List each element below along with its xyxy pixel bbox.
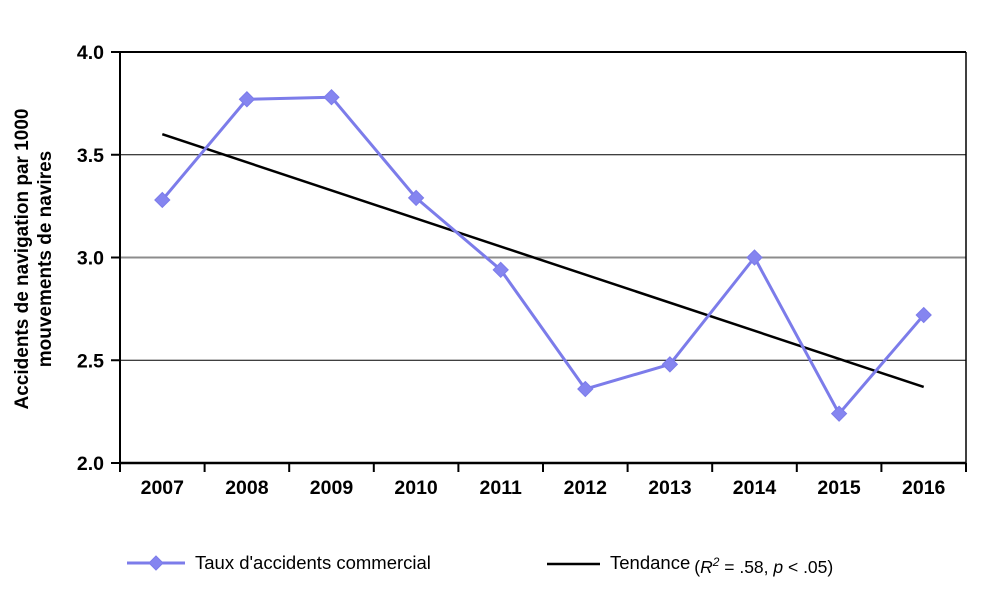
series-marker-diamond: [915, 306, 932, 324]
y-axis-title: Accidents de navigation par 1000 mouveme…: [11, 44, 57, 474]
legend-trend-label: Tendance: [610, 552, 691, 573]
series-marker-diamond: [577, 380, 594, 398]
y-tick-label: 2.5: [77, 350, 104, 372]
series-marker-diamond: [238, 91, 256, 108]
series-marker-diamond: [407, 189, 425, 207]
x-tick-label: 2014: [733, 477, 777, 499]
y-tick-label: 3.0: [77, 248, 104, 270]
series-marker-diamond: [746, 249, 763, 266]
y-tick-label: 2.0: [77, 453, 104, 475]
trend-line-sample-icon: [547, 562, 600, 566]
series-marker-diamond: [492, 261, 509, 279]
series-marker-diamond: [323, 89, 340, 106]
legend-series-label: Taux d'accidents commercial: [195, 552, 431, 573]
x-tick-label: 2015: [817, 477, 861, 499]
x-tick-label: 2013: [648, 477, 692, 499]
y-tick-label: 4.0: [77, 42, 104, 64]
x-tick-label: 2008: [225, 477, 269, 499]
x-tick-label: 2009: [310, 477, 354, 499]
x-tick-label: 2007: [141, 477, 184, 499]
x-tick-label: 2016: [902, 477, 946, 499]
legend-item-series: Taux d'accidents commercial: [127, 552, 431, 574]
y-axis-title-line2: mouvements de navires: [35, 150, 56, 368]
series-line: [160, 95, 926, 416]
series-marker-diamond: [830, 405, 848, 422]
legend-item-trend: Tendance (R2 = .58, p < .05): [547, 552, 833, 578]
trend-line: [161, 133, 925, 389]
y-axis-title-line1: Accidents de navigation par 1000: [12, 108, 33, 410]
y-tick-label: 3.5: [77, 145, 104, 167]
series-line-sample-icon: [127, 555, 185, 571]
x-tick-label: 2012: [564, 477, 608, 499]
series-marker-diamond: [154, 191, 171, 209]
x-tick-label: 2010: [394, 477, 438, 499]
series-marker-diamond: [661, 356, 679, 373]
x-tick-label: 2011: [480, 477, 522, 499]
legend-trend-stats: (R2 = .58, p < .05): [694, 555, 834, 577]
